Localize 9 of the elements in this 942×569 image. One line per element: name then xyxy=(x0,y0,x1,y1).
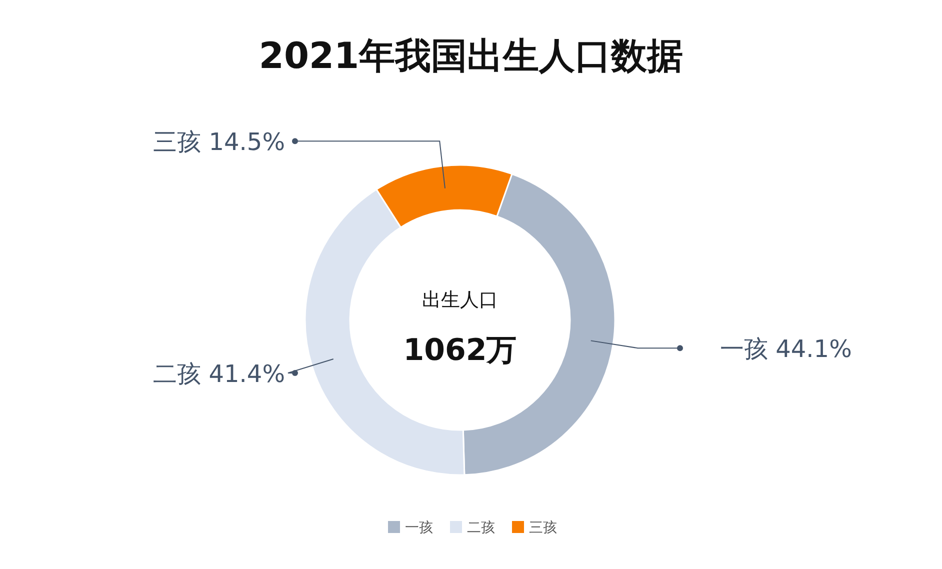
category-label: 二孩 41.4% xyxy=(153,360,285,388)
legend-label: 三孩 xyxy=(529,520,557,536)
chart-title: 2021年我国出生人口数据 xyxy=(258,36,684,77)
legend-label: 一孩 xyxy=(405,520,433,536)
category-label: 一孩 44.1% xyxy=(720,335,852,364)
category-label: 三孩 14.5% xyxy=(153,128,285,156)
text: 出生人口 xyxy=(422,289,498,311)
text: 1062万 xyxy=(403,333,517,368)
legend-label: 二孩 xyxy=(467,520,495,536)
